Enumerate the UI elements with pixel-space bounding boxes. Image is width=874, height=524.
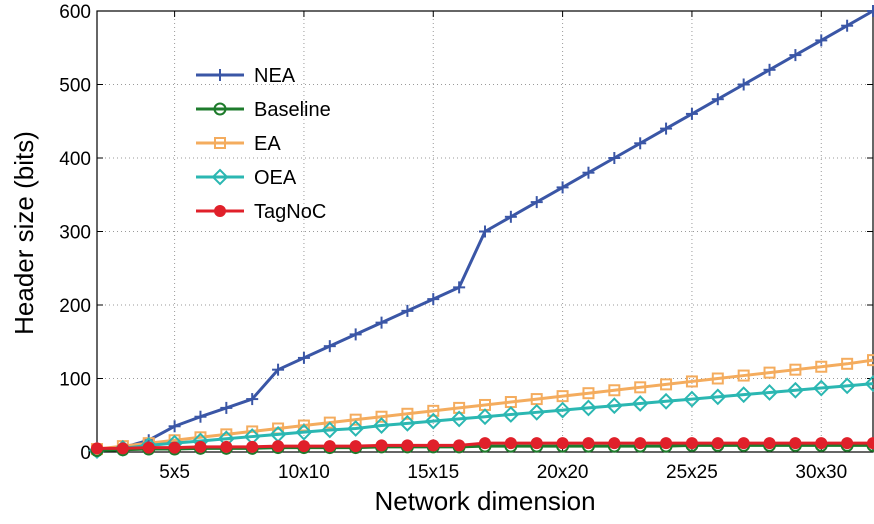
legend-label: OEA	[254, 167, 297, 189]
data-point	[738, 79, 750, 91]
data-point	[660, 123, 672, 135]
data-point	[841, 20, 853, 32]
x-tick-label: 25x25	[666, 462, 718, 483]
data-point	[92, 443, 103, 454]
data-point	[117, 443, 128, 454]
data-point	[350, 328, 362, 340]
data-point	[764, 64, 776, 76]
legend-label: NEA	[254, 65, 296, 87]
x-tick-label: 10x10	[278, 462, 330, 483]
x-tick-label: 20x20	[537, 462, 589, 483]
data-point	[608, 152, 620, 164]
data-point	[376, 317, 388, 329]
data-point	[661, 438, 672, 449]
data-point	[480, 438, 491, 449]
data-point	[738, 438, 749, 449]
series-layer	[90, 5, 874, 458]
axes-layer: 0 100 200 300 400 500 600 5x5 10x10 15x15 20x20 25x…	[59, 2, 873, 483]
data-point	[143, 442, 154, 453]
data-point	[169, 442, 180, 453]
x-tick-label: 15x15	[407, 462, 459, 483]
y-tick-label: 200	[59, 296, 91, 317]
data-point	[842, 438, 853, 449]
y-axis-label: Header size (bits)	[9, 131, 39, 335]
data-point	[427, 293, 439, 305]
y-tick-label: 600	[59, 2, 91, 23]
data-point	[531, 438, 542, 449]
data-point	[376, 440, 387, 451]
data-point	[453, 281, 465, 293]
data-point	[428, 440, 439, 451]
data-point	[764, 438, 775, 449]
data-point	[815, 34, 827, 46]
data-point	[505, 211, 517, 223]
data-point	[531, 196, 543, 208]
data-point	[169, 420, 181, 432]
data-point	[868, 438, 874, 449]
legend-item-tagnoc: TagNoC	[196, 201, 326, 223]
x-tick-label: 30x30	[795, 462, 847, 483]
legend-label: TagNoC	[254, 201, 326, 223]
data-point	[298, 352, 310, 364]
legend-swatch-marker	[215, 206, 226, 217]
data-point	[634, 137, 646, 149]
legend: NEA Baseline EA OEA TagNoC	[196, 65, 331, 223]
data-point	[583, 438, 594, 449]
data-point	[712, 93, 724, 105]
legend-item-ea: EA	[196, 133, 281, 155]
data-point	[195, 441, 206, 452]
y-tick-label: 500	[59, 76, 91, 97]
y-tick-label: 300	[59, 223, 91, 244]
data-point	[273, 441, 284, 452]
data-point	[221, 441, 232, 452]
data-point	[324, 340, 336, 352]
x-tick-label: 5x5	[159, 462, 190, 483]
data-point	[789, 49, 801, 61]
data-point	[609, 438, 620, 449]
y-tick-label: 400	[59, 149, 91, 170]
data-point	[479, 226, 491, 238]
data-point	[557, 181, 569, 193]
data-point	[686, 108, 698, 120]
series-nea	[91, 5, 874, 457]
legend-label: EA	[254, 133, 281, 155]
data-point	[454, 440, 465, 451]
data-point	[350, 441, 361, 452]
data-point	[557, 438, 568, 449]
data-point	[194, 411, 206, 423]
y-tick-label: 100	[59, 370, 91, 391]
data-point	[298, 441, 309, 452]
data-point	[324, 441, 335, 452]
y-tick-label: 0	[80, 443, 91, 464]
data-point	[635, 438, 646, 449]
x-axis-label: Network dimension	[374, 486, 595, 516]
legend-item-nea: NEA	[196, 65, 296, 87]
data-point	[247, 441, 258, 452]
data-point	[402, 440, 413, 451]
data-point	[582, 167, 594, 179]
data-point	[505, 438, 516, 449]
series-line	[97, 360, 873, 449]
data-point	[816, 438, 827, 449]
legend-item-baseline: Baseline	[196, 99, 331, 121]
data-point	[790, 438, 801, 449]
data-point	[686, 438, 697, 449]
legend-label: Baseline	[254, 99, 331, 121]
data-point	[712, 438, 723, 449]
data-point	[401, 305, 413, 317]
legend-swatch-marker	[214, 69, 226, 81]
legend-item-oea: OEA	[196, 167, 297, 189]
data-point	[220, 402, 232, 414]
